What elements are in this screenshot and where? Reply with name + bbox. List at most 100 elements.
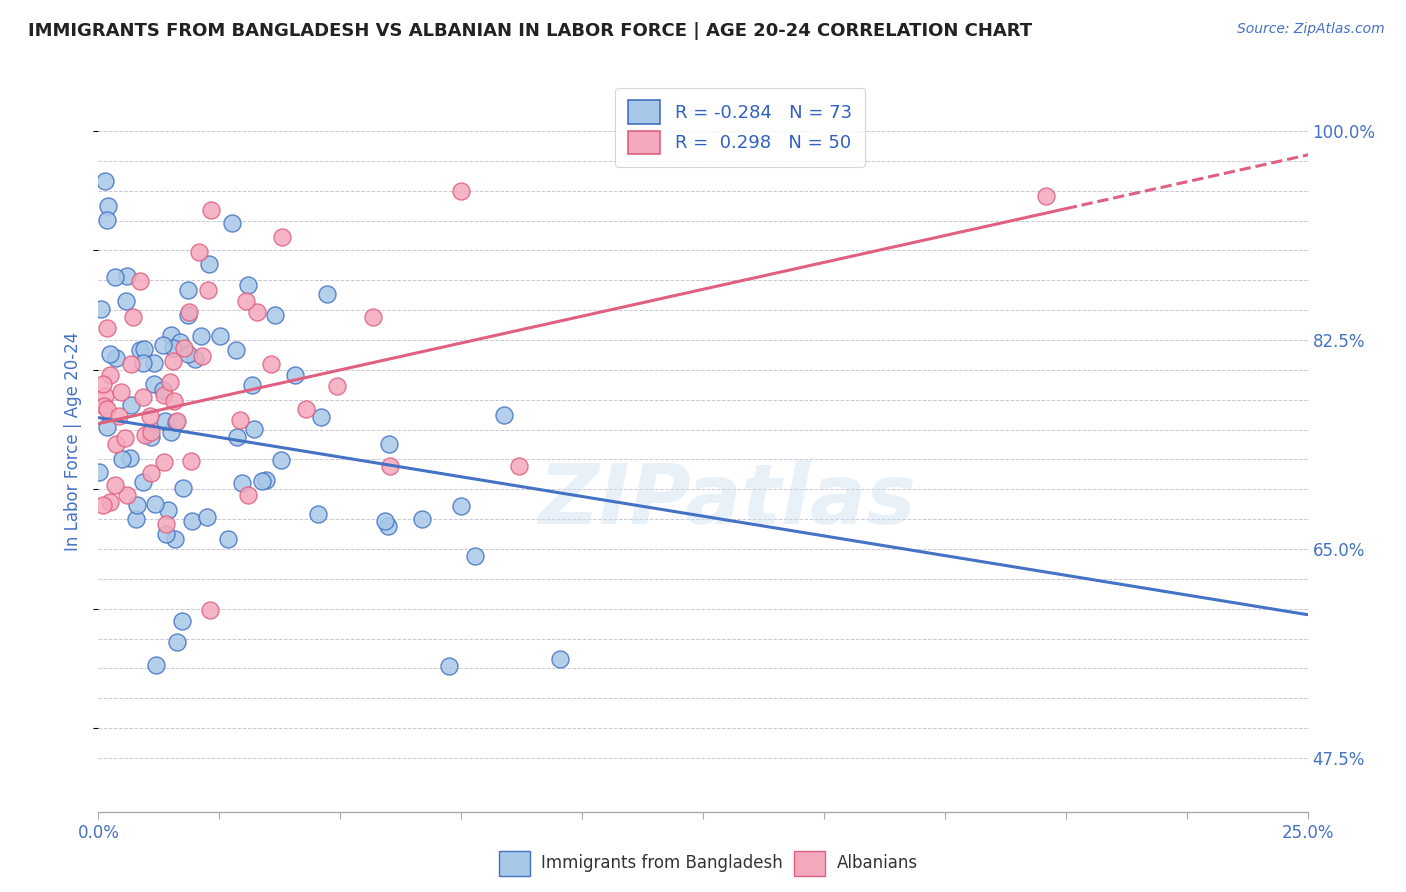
Point [160,328,183,343]
Point [246,305,269,319]
Point [98,495,121,509]
Point [243,422,266,436]
Point [190,329,212,343]
Point [153,414,176,428]
Point [1035,188,1057,202]
Point [155,517,177,532]
Point [117,269,139,284]
Point [157,503,180,517]
Text: Source: ZipAtlas.com: Source: ZipAtlas.com [1237,22,1385,37]
Point [177,346,200,360]
Point [145,658,167,673]
Point [134,428,156,442]
Point [114,431,136,445]
Point [108,409,131,423]
Point [231,476,253,491]
Point [152,455,174,469]
Point [87,465,110,479]
Point [270,453,292,467]
Point [378,459,401,474]
Point [96,321,118,335]
Point [139,430,162,444]
Point [127,498,149,512]
Point [250,474,273,488]
Point [180,453,202,467]
Point [141,467,163,481]
Point [169,335,191,350]
Point [548,652,571,666]
Point [236,277,259,292]
Point [142,377,165,392]
Point [492,408,515,422]
Point [132,356,155,370]
Point [326,379,349,393]
Point [111,452,134,467]
Point [152,337,174,351]
Point [294,401,316,416]
Point [209,329,232,343]
Point [143,356,166,370]
Point [200,603,222,617]
Point [90,302,112,317]
Point [110,384,132,399]
Point [217,533,239,547]
Point [163,532,186,546]
Point [226,430,249,444]
Point [307,508,329,522]
Point [166,414,188,428]
Point [96,402,118,417]
Point [264,308,287,322]
Point [120,450,142,465]
Point [181,514,204,528]
Point [374,514,396,528]
Point [183,351,205,366]
Point [125,512,148,526]
Point [179,305,201,319]
Point [104,270,127,285]
Legend: R = -0.284   N = 73, R =  0.298   N = 50: R = -0.284 N = 73, R = 0.298 N = 50 [616,87,865,167]
Point [139,425,162,439]
Point [411,512,433,526]
Text: ZIPatlas: ZIPatlas [538,460,917,541]
Point [198,257,221,271]
Point [225,343,247,357]
Point [120,398,142,412]
Point [115,293,138,308]
Point [91,377,114,392]
Point [172,481,194,495]
Point [240,378,263,392]
Point [96,420,118,434]
Point [508,459,530,474]
Point [93,399,115,413]
Point [97,199,120,213]
Point [94,389,117,403]
Point [166,634,188,648]
Point [197,283,219,297]
Point [115,488,138,502]
Point [177,283,200,297]
Point [315,286,337,301]
Point [162,354,184,368]
Text: Albanians: Albanians [837,855,918,872]
Point [128,343,150,358]
Point [163,394,186,409]
Text: Immigrants from Bangladesh: Immigrants from Bangladesh [541,855,783,872]
Point [104,437,127,451]
Point [91,498,114,512]
Point [260,357,283,371]
Point [132,391,155,405]
Point [221,216,243,230]
Point [361,310,384,324]
Point [200,202,222,217]
Point [377,518,399,533]
Point [464,549,486,564]
Point [96,212,118,227]
Point [94,174,117,188]
Point [139,409,162,423]
Point [187,245,209,260]
Point [450,500,472,514]
Point [100,368,122,382]
Point [195,509,218,524]
Point [173,341,195,355]
Point [165,415,187,429]
